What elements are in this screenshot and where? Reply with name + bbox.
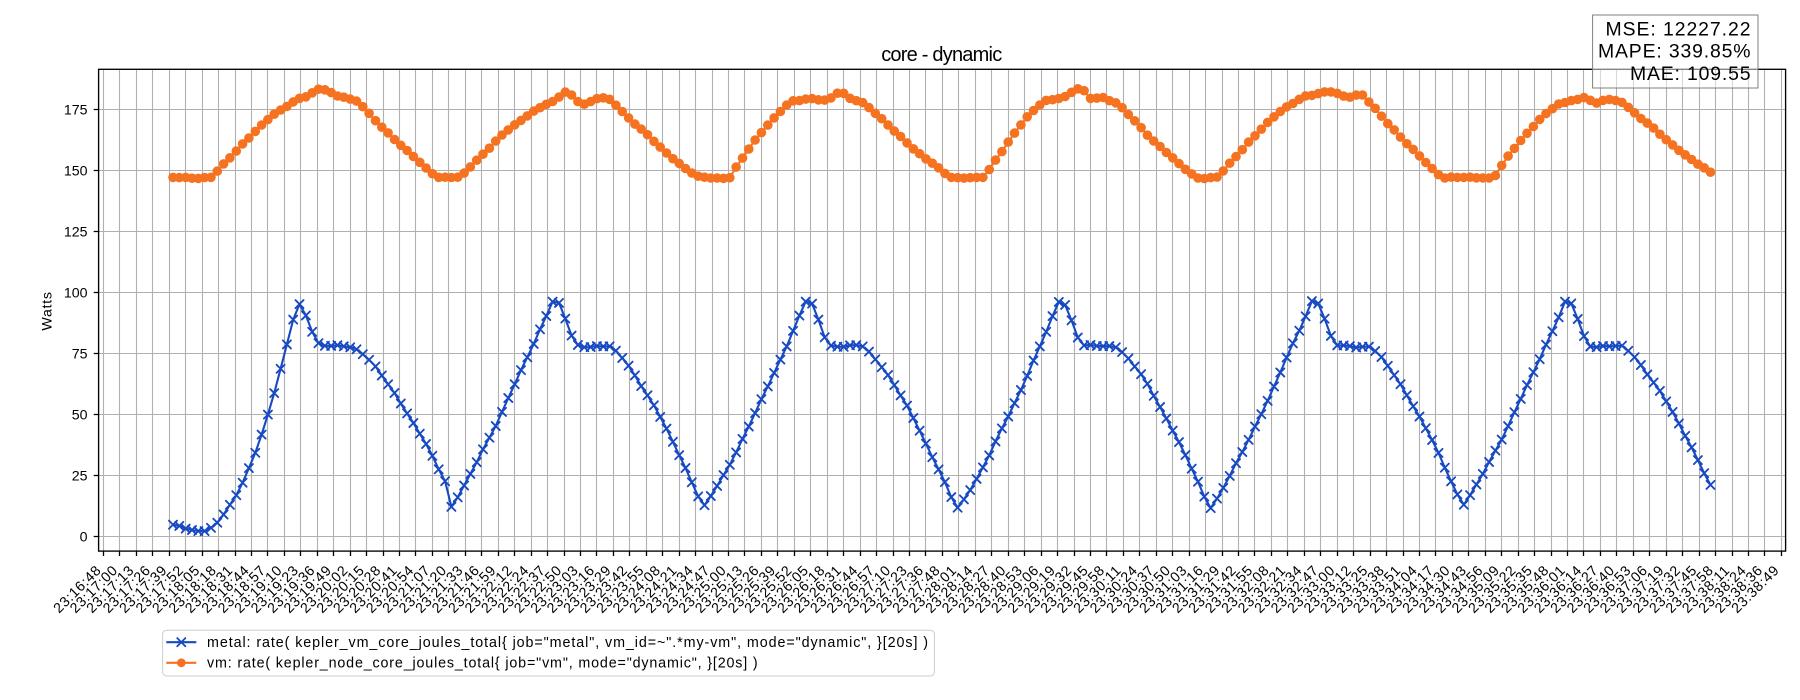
svg-text:Watts: Watts <box>40 291 56 330</box>
svg-text:MSE: 12227.22: MSE: 12227.22 <box>1606 18 1751 40</box>
svg-text:125: 125 <box>64 225 88 241</box>
svg-text:50: 50 <box>72 407 88 423</box>
svg-text:150: 150 <box>64 164 88 180</box>
svg-text:MAE: 109.55: MAE: 109.55 <box>1630 63 1751 85</box>
svg-text:100: 100 <box>64 286 88 302</box>
svg-text:25: 25 <box>72 468 88 484</box>
svg-text:core - dynamic: core - dynamic <box>881 44 1002 66</box>
svg-text:0: 0 <box>80 529 88 545</box>
svg-text:175: 175 <box>64 103 88 119</box>
svg-text:metal: rate( kepler_vm_core_jo: metal: rate( kepler_vm_core_joules_total… <box>207 635 928 651</box>
svg-text:vm: rate( kepler_node_core_jou: vm: rate( kepler_node_core_joules_total{… <box>207 656 758 672</box>
svg-text:MAPE: 339.85%: MAPE: 339.85% <box>1598 41 1751 63</box>
svg-text:75: 75 <box>72 347 88 363</box>
